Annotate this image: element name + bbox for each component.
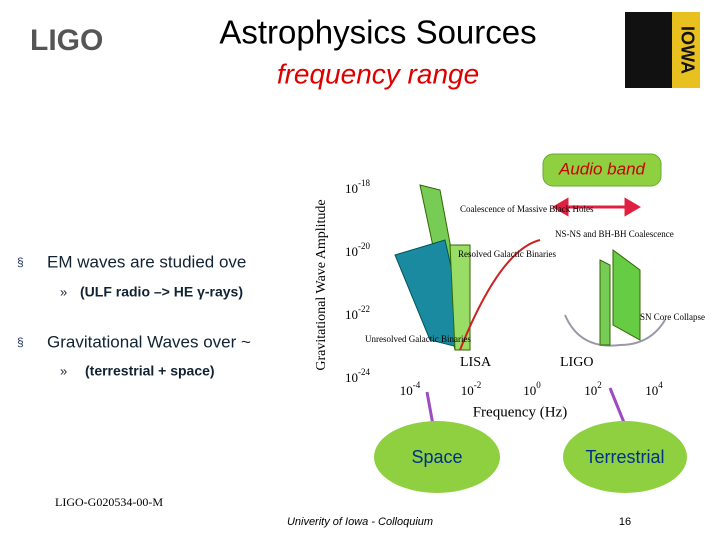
- label-resolved: Resolved Galactic Binaries: [458, 249, 556, 259]
- label-ligo: LIGO: [560, 355, 593, 370]
- terrestrial-pointer: [608, 387, 627, 426]
- tick-label: 10-18: [345, 178, 370, 196]
- label-unresolved: Unresolved Galactic Binaries: [365, 334, 471, 344]
- tick-exponent: -4: [413, 380, 421, 390]
- tick-exponent: -18: [358, 178, 370, 188]
- tick-base: 10: [584, 383, 597, 398]
- tick-exponent: 4: [658, 380, 663, 390]
- tick-exponent: -20: [358, 241, 370, 251]
- tick-exponent: 0: [536, 380, 541, 390]
- tick-base: 10: [400, 383, 413, 398]
- bullet-marker: §: [17, 335, 24, 349]
- tick-exponent: 2: [597, 380, 602, 390]
- audio-band-label: Audio band: [558, 159, 646, 178]
- tick-label: 10-20: [345, 241, 370, 259]
- terrestrial-bubble: [563, 421, 687, 493]
- label-lisa: LISA: [460, 355, 492, 370]
- tick-label: 102: [584, 380, 602, 398]
- title: Astrophysics Sources: [219, 14, 536, 51]
- audio-band-arrow: [552, 197, 641, 217]
- bullet-text: EM waves are studied ove: [47, 252, 246, 271]
- sub-bullet-text: (terrestrial + space): [85, 363, 215, 379]
- tick-label: 100: [523, 380, 541, 398]
- space-bubble: [374, 421, 500, 493]
- tick-label: 104: [645, 380, 663, 398]
- tick-base: 10: [461, 383, 474, 398]
- label-nsns: NS-NS and BH-BH Coalescence: [555, 229, 674, 239]
- tick-base: 10: [345, 244, 358, 259]
- resolved-region: [449, 244, 471, 351]
- tick-exponent: -22: [358, 304, 370, 314]
- nsns-region: [599, 259, 611, 346]
- tick-base: 10: [645, 383, 658, 398]
- x-axis-label: Frequency (Hz): [473, 404, 568, 420]
- space-pointer: [425, 391, 435, 426]
- sub-bullet-marker: »: [60, 284, 67, 299]
- logo: LIGO: [30, 24, 103, 57]
- sub-bullet-text: (ULF radio –> HE γ-rays): [80, 284, 243, 300]
- sn-region: [612, 249, 641, 341]
- ligo-curve: [564, 314, 666, 347]
- terrestrial-label: Terrestrial: [585, 447, 664, 467]
- space-label: Space: [411, 447, 462, 467]
- audio-band-box: [542, 153, 662, 187]
- tick-base: 10: [345, 370, 358, 385]
- tick-label: 10-4: [400, 380, 421, 398]
- doc-id: LIGO-G020534-00-M: [55, 495, 163, 509]
- partner-logo-band: [672, 12, 700, 88]
- partner-logo-text: IOWA: [677, 26, 697, 74]
- tick-base: 10: [523, 383, 536, 398]
- bullet-marker: §: [17, 255, 24, 269]
- page-number: 16: [619, 516, 631, 528]
- subtitle: frequency range: [277, 58, 479, 89]
- y-axis-label: Gravitational Wave Amplitude: [314, 199, 329, 370]
- venue: Univerity of Iowa - Colloquium: [287, 516, 433, 528]
- tick-label: 10-2: [461, 380, 482, 398]
- sub-bullet-marker: »: [60, 363, 67, 378]
- lisa-curve: [459, 239, 541, 351]
- label-sn: SN Core Collapse: [640, 312, 705, 322]
- figure: Gravitational Wave Amplitude Frequency (…: [314, 178, 705, 420]
- label-massive: Coalescence of Massive Black Holes: [460, 204, 594, 214]
- tick-base: 10: [345, 307, 358, 322]
- tick-label: 10-24: [345, 367, 370, 385]
- tick-exponent: -24: [358, 367, 370, 377]
- bullet-text: Gravitational Waves over ~: [47, 332, 251, 351]
- tick-base: 10: [345, 181, 358, 196]
- tick-exponent: -2: [474, 380, 482, 390]
- tick-label: 10-22: [345, 304, 370, 322]
